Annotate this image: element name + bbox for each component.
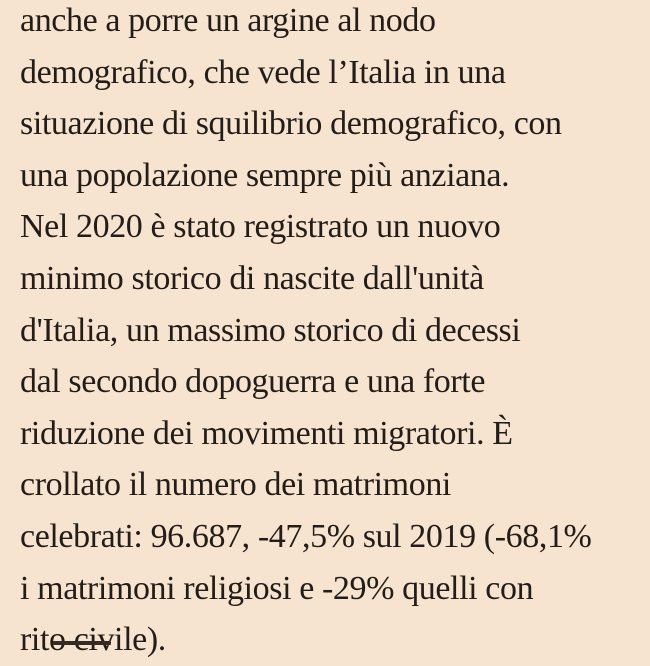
article-text-line: celebrati: 96.687, -47,5% sul 2019 (-68,… [20,517,592,555]
article-text-line: Nel 2020 è stato registrato un nuovo [20,208,501,246]
article-text-line: anche a porre un argine al nodo [20,2,436,39]
article-text-line: riduzione dei movimenti migratori. È [20,414,513,452]
article-text-line: situazione di squilibrio demografico, co… [20,105,562,143]
article-text-line: demografico, che vede l’Italia in una [20,53,506,91]
article-text-line: dal secondo dopoguerra e una forte [20,363,486,401]
article-text-line: minimo storico di nascite dall'unità [20,259,484,297]
next-content-cutoff [53,641,111,645]
article-text-line: i matrimoni religiosi e -29% quelli con [20,569,534,607]
article-text-line: crollato il numero dei matrimoni [20,466,451,504]
article-text-line: rito civile). [20,621,166,659]
article-text-line: una popolazione sempre più anziana. [20,156,510,194]
article-text-line: d'Italia, un massimo storico di decessi [20,311,521,349]
article-page: { "colors": { "background": "#f6e3d0", "… [20,2,592,659]
